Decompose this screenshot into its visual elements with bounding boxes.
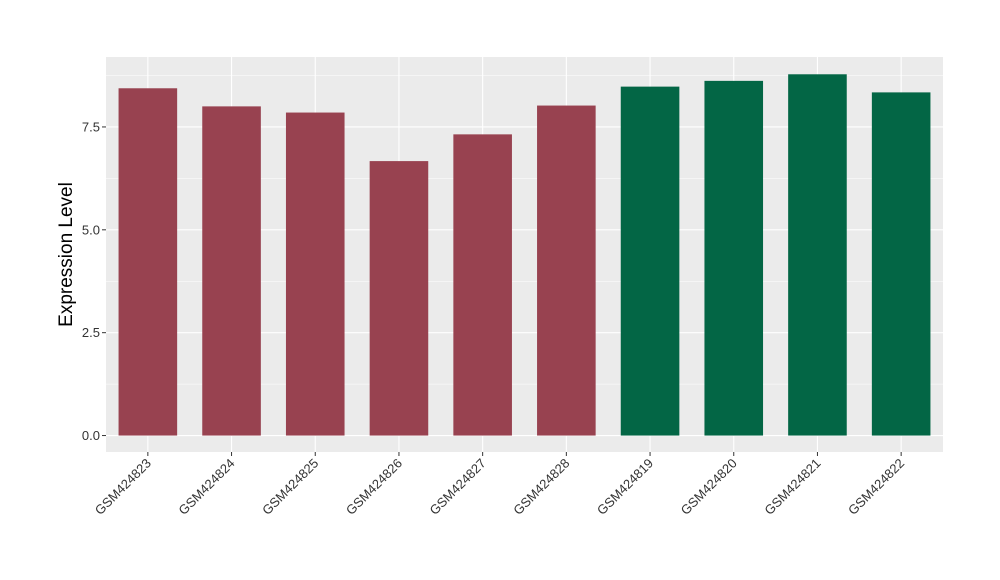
y-tick-label: 2.5 [82, 325, 100, 340]
bar-gsm424820 [704, 80, 764, 436]
x-tick-label: GSM424827 [427, 456, 489, 518]
y-tick-label: 5.0 [82, 222, 100, 237]
bar-gsm424826 [369, 161, 429, 436]
bars [118, 74, 931, 436]
x-tick-label: GSM424820 [678, 456, 740, 518]
bar-gsm424828 [537, 105, 596, 436]
bar-gsm424819 [620, 86, 680, 436]
bar-gsm424825 [285, 112, 345, 436]
x-tick-label: GSM424826 [343, 456, 405, 518]
bar-gsm424822 [871, 92, 931, 436]
y-axis-title: Expression Level [56, 182, 77, 327]
bar-gsm424827 [453, 134, 512, 436]
x-tick-label: GSM424821 [761, 456, 823, 518]
x-tick-label: GSM424828 [510, 456, 572, 518]
bar-gsm424824 [202, 106, 261, 436]
x-tick-label: GSM424825 [259, 456, 321, 518]
bar-gsm424823 [118, 88, 178, 436]
y-tick-label: 7.5 [82, 119, 100, 134]
bar-gsm424821 [788, 74, 847, 436]
y-tick-label: 0.0 [82, 428, 100, 443]
x-tick-label: GSM424822 [845, 456, 907, 518]
x-axis: GSM424823 GSM424824 GSM424825 GSM424826 GSM4… [92, 452, 907, 518]
x-tick-label: GSM424819 [594, 456, 656, 518]
x-tick-label: GSM424823 [92, 456, 154, 518]
y-axis: 0.0 2.5 5.0 7.5 [82, 119, 106, 443]
x-tick-label: GSM424824 [175, 456, 237, 518]
